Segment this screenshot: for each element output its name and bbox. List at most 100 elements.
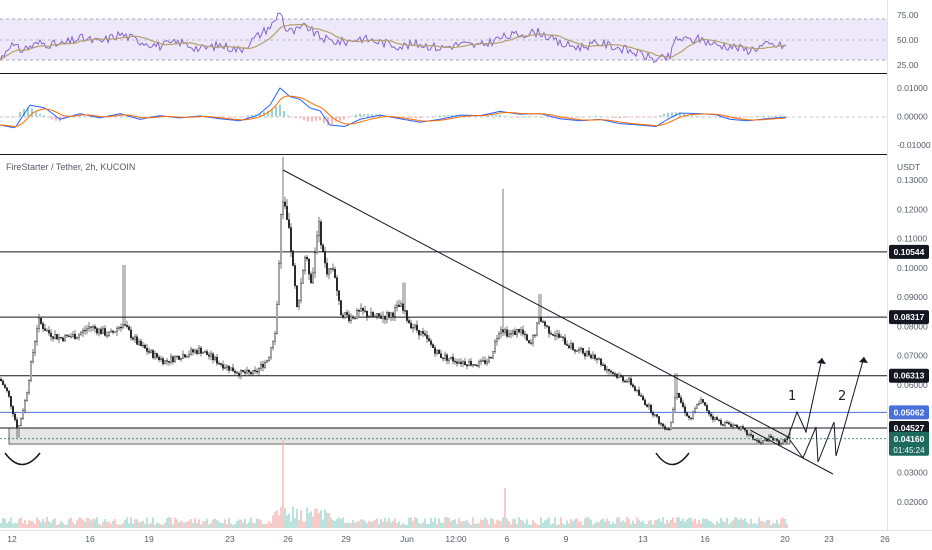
candle-body [652,412,655,416]
volume-bar [478,523,480,528]
candle-body [332,268,335,270]
volume-bar [356,521,358,528]
volume-bar [110,523,112,528]
volume-bar [322,519,324,528]
volume-bar [776,519,778,528]
candle-body [546,325,549,327]
macd-histogram-bar [759,116,761,117]
volume-bar [118,524,120,528]
volume-bar [88,518,90,528]
volume-bar [638,519,640,528]
macd-histogram-bar [99,116,101,118]
volume-bar [530,524,532,528]
candle-body [412,326,415,329]
candle-body [209,353,212,357]
candle-body [390,312,393,318]
volume-bar [752,523,754,528]
candle-body [598,358,601,360]
volume-bar [362,519,364,528]
candle-body [526,334,529,341]
candle-body [175,355,178,358]
volume-bar [728,524,730,528]
candle-body [692,411,695,419]
candle-body [141,344,144,347]
candle-body [712,416,715,420]
volume-bar [90,520,92,528]
candle-body [276,304,279,334]
macd-histogram-bar [655,116,657,118]
volume-bar [306,507,308,528]
candle-body [478,361,481,367]
volume-bar [768,519,770,528]
candle-body [288,219,291,228]
volume-bar [514,518,516,528]
volume-bar [242,522,244,528]
macd-histogram-bar [119,115,121,117]
candle-body [680,397,683,403]
volume-bar [554,517,556,528]
macd-histogram-bar [251,114,253,117]
volume-bar [188,520,190,528]
candle-body [101,328,104,334]
candle-body [670,421,673,430]
volume-bar [28,519,30,528]
volume-bar [612,522,614,528]
volume-bar [32,521,34,528]
volume-bar [348,523,350,528]
volume-bar [252,522,254,528]
candle-body [422,331,425,334]
volume-bar [98,523,100,528]
volume-bar [572,521,574,528]
volume-bar [180,520,182,528]
volume-bar [666,519,668,528]
candle-body [340,300,343,316]
time-tick-label: 26 [880,534,890,544]
candle-body [151,350,154,358]
price-tick-label: 0.03000 [897,468,928,478]
volume-bar [714,524,716,528]
macd-histogram-bar [351,115,353,117]
macd-histogram-bar [27,106,29,117]
time-tick-label: 12 [7,534,17,544]
volume-bar [220,523,222,528]
candle-body [44,328,47,331]
macd-histogram-bar [87,116,89,117]
volume-bar [434,517,436,528]
macd-histogram-bar [479,116,481,117]
volume-bar [22,523,24,528]
volume-bar [686,519,688,528]
volume-bar [232,524,234,528]
macd-histogram-bar [619,116,621,119]
volume-bar [558,524,560,528]
candle-body [0,378,2,382]
volume-bar [200,524,202,528]
price-tick-label: 0.10000 [897,263,928,273]
volume-bar [506,518,508,528]
scenario-path-2 [789,356,865,463]
volume-bar [630,524,632,528]
candle-body [664,426,667,430]
volume-bar [590,519,592,528]
volume-bar [124,519,126,528]
candle-body [562,336,565,338]
macd-histogram-bar [39,113,41,117]
macd-histogram-bar [259,113,261,117]
candle-body [628,378,631,382]
candle-body [740,426,743,430]
candle-body [734,424,737,426]
macd-histogram-bar [683,113,685,117]
volume-bar [410,517,412,528]
candle-body [83,329,86,332]
volume-bar [4,518,6,528]
candle-body [119,326,122,329]
candle-body [201,352,204,354]
volume-bar [496,519,498,528]
price-level-tag [889,368,929,383]
volume-bar [732,520,734,528]
volume-bar [500,521,502,528]
candle-body [187,354,190,357]
candle-body [580,347,583,350]
candle-body [358,309,361,312]
macd-histogram-bar [355,114,357,117]
